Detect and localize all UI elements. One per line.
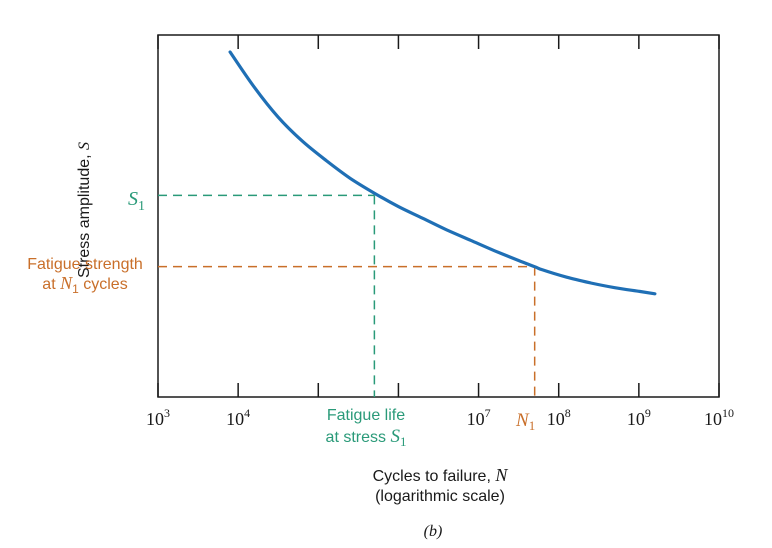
x-axis-label-var: N (494, 465, 508, 485)
x-axis-label-text: Cycles to failure, (373, 468, 496, 485)
sn-curve (228, 50, 657, 296)
fatigue-strength-label-2: at N1 cycles (42, 273, 127, 296)
fatigue-life-label-2: at stress S1 (326, 426, 407, 449)
fatigue-strength-sub: 1 (72, 282, 79, 296)
s1-axis-label-sub: 1 (138, 199, 145, 214)
fatigue-strength-tail: cycles (79, 276, 128, 293)
x-tick-label-base-6: 10 (627, 409, 645, 429)
x-tick-label-exp-4: 7 (485, 406, 491, 420)
fatigue-life-line1: Fatigue life (327, 407, 405, 424)
n1-tick-label: N1 (515, 410, 535, 433)
fatigue-life-sub: 1 (400, 434, 407, 449)
guide-lines (158, 194, 536, 397)
y-axis-label-text: Stress amplitude, (76, 150, 93, 278)
figure-caption: (b) (424, 523, 443, 540)
x-tick-labels: 103 104 107 108 109 1010 (146, 406, 734, 429)
fatigue-strength-label: Fatigue strength (27, 256, 143, 273)
fatigue-strength-var: N (59, 273, 73, 293)
s1-axis-label-var: S (128, 188, 138, 210)
x-tick-label-base-0: 10 (146, 409, 164, 429)
x-tick-label-exp-6: 9 (645, 406, 651, 420)
fatigue-life-var: S (390, 426, 400, 447)
x-tick-label-4: 107 (467, 406, 491, 429)
axis-ticks (157, 35, 720, 397)
x-tick-label-1: 104 (226, 406, 250, 429)
x-axis-label: Cycles to failure, N (373, 465, 509, 485)
x-tick-label-6: 109 (627, 406, 651, 429)
x-tick-label-0: 103 (146, 406, 170, 429)
x-tick-label-base-1: 10 (226, 409, 244, 429)
y-axis-label: Stress amplitude, S (76, 142, 93, 278)
x-axis-label-sub: (logarithmic scale) (375, 488, 505, 505)
x-tick-label-base-7: 10 (704, 409, 722, 429)
fatigue-life-label: Fatigue life (327, 407, 405, 424)
n1-tick-sub: 1 (529, 418, 536, 433)
fatigue-strength-line1: Fatigue strength (27, 256, 143, 273)
fatigue-life-line2: at stress (326, 429, 391, 446)
x-tick-label-base-5: 10 (547, 409, 565, 429)
x-tick-label-7: 1010 (704, 406, 734, 429)
x-tick-label-exp-7: 10 (722, 406, 734, 420)
x-tick-label-base-4: 10 (467, 409, 485, 429)
x-tick-label-exp-5: 8 (565, 406, 571, 420)
s1-axis-label: S1 (128, 188, 145, 214)
x-tick-label-exp-1: 4 (244, 406, 250, 420)
y-axis-label-var: S (76, 142, 93, 150)
plot-frame (157, 34, 720, 398)
fatigue-strength-at: at (42, 276, 60, 293)
x-tick-label-5: 108 (547, 406, 571, 429)
x-tick-label-exp-0: 3 (164, 406, 170, 420)
n1-tick-var: N (515, 410, 530, 431)
